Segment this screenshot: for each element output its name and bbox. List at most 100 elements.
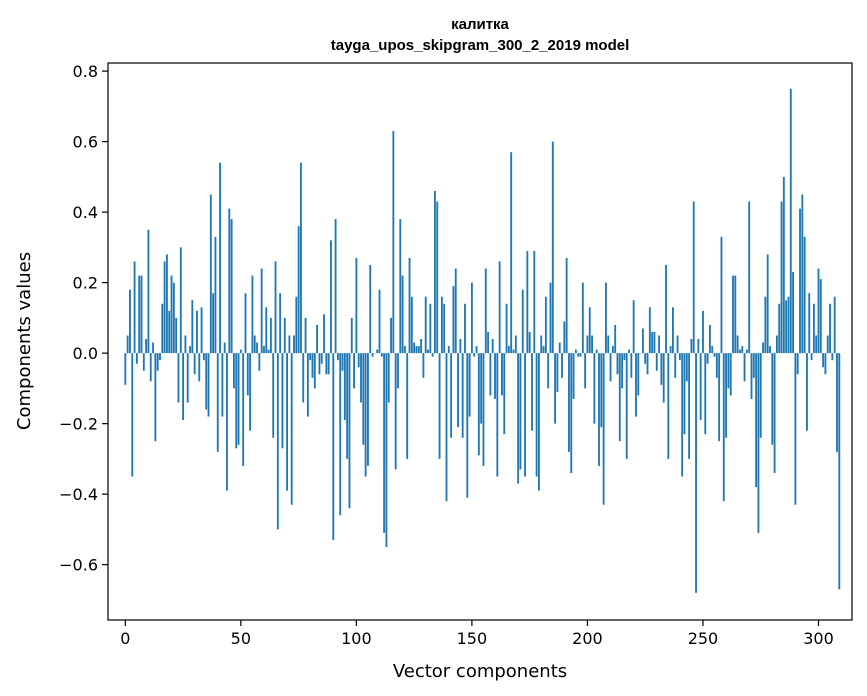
bar xyxy=(427,349,429,354)
y-tick-label: 0.8 xyxy=(73,62,98,81)
bar xyxy=(491,339,494,354)
bar xyxy=(260,268,263,354)
bar xyxy=(343,353,346,421)
bar xyxy=(732,275,734,354)
bar xyxy=(350,317,353,354)
bar xyxy=(390,317,392,354)
bar xyxy=(417,346,420,354)
bar xyxy=(618,353,621,442)
bar xyxy=(554,353,557,424)
bar xyxy=(235,353,238,449)
bar xyxy=(651,331,654,354)
bar xyxy=(256,342,258,354)
bar xyxy=(542,346,545,354)
bar xyxy=(281,353,284,449)
bar xyxy=(822,353,825,368)
bar xyxy=(480,353,483,424)
bar xyxy=(683,353,686,435)
bar xyxy=(785,300,788,354)
bar xyxy=(251,275,254,354)
bar xyxy=(646,353,649,375)
bar xyxy=(196,310,198,354)
bar xyxy=(750,353,753,399)
bar xyxy=(482,353,485,466)
y-tick-label: 0.6 xyxy=(73,133,98,152)
x-tick-label: 0 xyxy=(120,629,130,648)
bar xyxy=(434,190,436,354)
bar xyxy=(161,303,164,354)
bar xyxy=(528,331,531,354)
bar xyxy=(156,353,159,371)
bar xyxy=(517,353,520,484)
plot-area-frame xyxy=(107,62,853,621)
bar xyxy=(762,342,764,354)
y-tick-label: 0.4 xyxy=(73,203,98,222)
bar xyxy=(129,289,131,354)
bar xyxy=(272,353,275,438)
bar xyxy=(265,307,268,354)
bar xyxy=(743,353,746,382)
bar xyxy=(168,310,171,354)
bar xyxy=(258,353,261,371)
bar xyxy=(699,353,702,421)
bar xyxy=(450,353,453,438)
bar xyxy=(133,261,136,354)
bar xyxy=(424,296,427,354)
bar xyxy=(819,279,822,354)
bar xyxy=(720,236,723,354)
bar xyxy=(775,335,778,354)
bar xyxy=(443,303,446,354)
bar xyxy=(498,261,501,354)
bar xyxy=(808,293,811,354)
bar xyxy=(332,353,335,540)
bar xyxy=(163,261,166,354)
bar xyxy=(318,353,321,375)
bar xyxy=(833,296,836,354)
bar xyxy=(803,236,806,354)
bar xyxy=(323,314,325,354)
bar xyxy=(475,346,478,354)
bar xyxy=(521,289,524,354)
bar xyxy=(722,353,725,502)
bar xyxy=(741,346,744,354)
bar xyxy=(420,339,423,354)
bar xyxy=(131,353,134,477)
bar xyxy=(540,335,543,354)
bar xyxy=(378,289,381,354)
bar xyxy=(616,353,619,375)
bar xyxy=(249,353,252,431)
bar xyxy=(191,300,194,354)
bar xyxy=(385,353,388,548)
bar xyxy=(336,353,339,361)
bar xyxy=(410,296,413,354)
bar xyxy=(408,257,411,354)
bar xyxy=(138,275,141,354)
bar xyxy=(593,353,596,424)
chart-title-line1: калитка xyxy=(451,16,509,33)
bar xyxy=(692,201,695,354)
bar xyxy=(739,349,741,354)
bar xyxy=(600,353,603,428)
bar xyxy=(831,353,834,361)
bar xyxy=(669,346,672,354)
bar xyxy=(244,293,247,354)
bar xyxy=(341,353,344,371)
bar xyxy=(152,342,154,354)
bar xyxy=(367,353,369,466)
bar xyxy=(824,353,827,375)
bar xyxy=(697,339,700,354)
bar xyxy=(635,353,637,417)
bar xyxy=(179,247,182,354)
bar xyxy=(200,307,203,354)
bar xyxy=(609,353,612,382)
bar xyxy=(304,317,307,354)
bar xyxy=(316,324,319,354)
bar xyxy=(242,353,245,466)
bar xyxy=(487,331,490,354)
bar xyxy=(214,236,217,354)
bar xyxy=(581,282,584,354)
bar xyxy=(154,353,157,442)
bar xyxy=(494,353,496,399)
bar xyxy=(357,353,360,368)
bar xyxy=(757,353,760,533)
